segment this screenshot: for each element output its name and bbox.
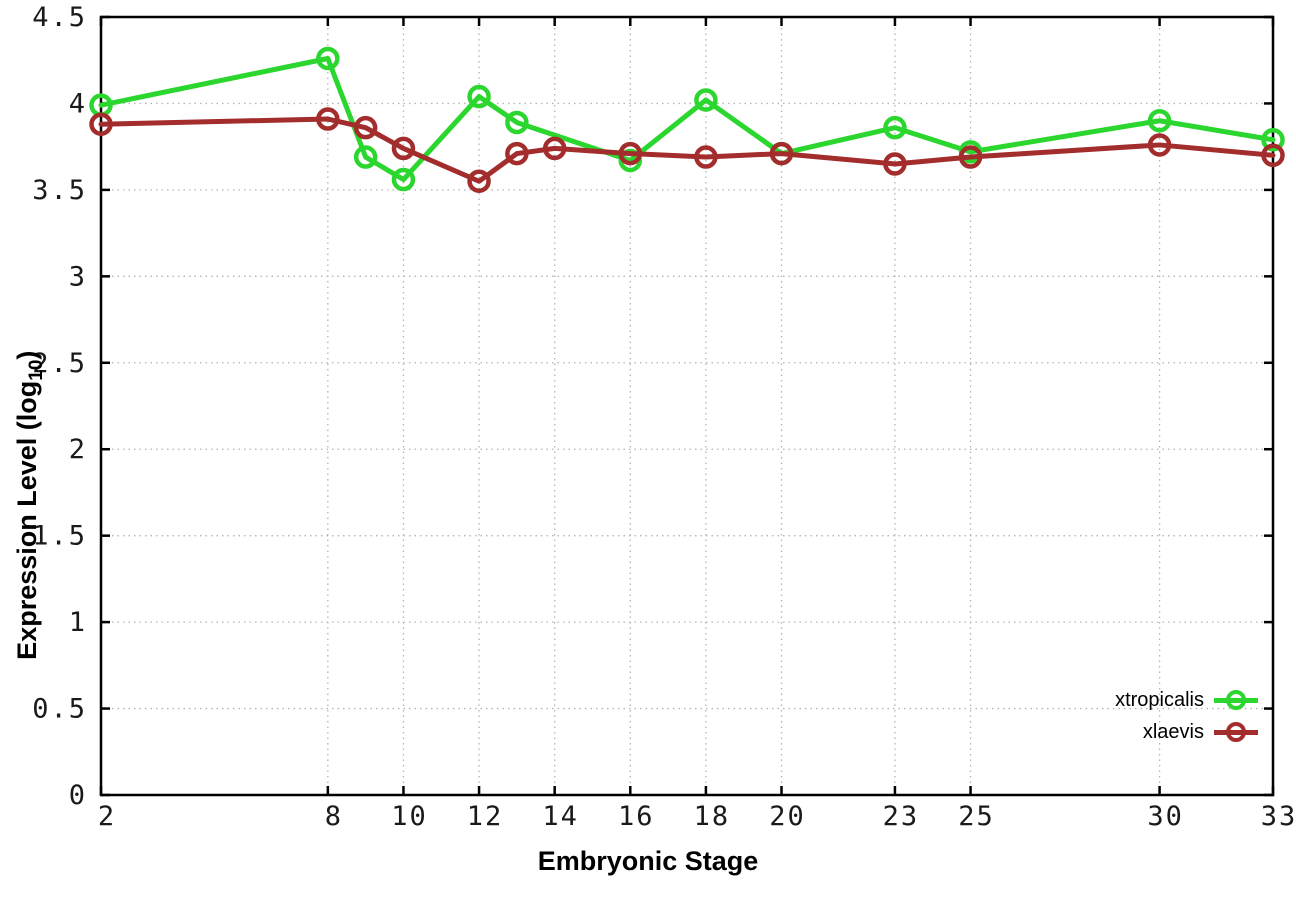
data-point-xtropicalis — [1147, 108, 1172, 133]
y-axis-title-text: Expression Level (log — [11, 380, 42, 660]
x-tick-label: 18 — [694, 801, 731, 832]
x-tick-label: 20 — [769, 801, 806, 832]
y-tick-label: 0.5 — [32, 694, 87, 725]
data-point-xtropicalis — [883, 115, 907, 140]
x-tick-label: 25 — [958, 801, 995, 832]
data-point-xtropicalis — [694, 88, 718, 112]
x-tick-label: 8 — [325, 801, 343, 832]
data-point-xtropicalis — [353, 145, 378, 169]
data-point-xlaevis — [353, 115, 378, 140]
data-point-xlaevis — [505, 141, 529, 166]
y-tick-label: 1.5 — [32, 521, 87, 552]
data-point-xtropicalis — [391, 167, 416, 192]
data-point-xlaevis — [1147, 133, 1172, 157]
legend-label-xlaevis: xlaevis — [1142, 720, 1204, 743]
y-tick-label: 4.5 — [32, 2, 87, 33]
series-line-xtropicalis — [98, 55, 1276, 183]
circle-marker-icon — [1226, 690, 1246, 710]
data-point-xlaevis — [89, 112, 113, 136]
data-point-xlaevis — [391, 136, 416, 161]
legend-sample-xlaevis — [1214, 718, 1258, 746]
y-tick-label: 3 — [69, 261, 87, 292]
data-point-xlaevis — [769, 141, 794, 166]
data-point-xlaevis — [542, 136, 567, 161]
data-point-xlaevis — [958, 145, 983, 169]
legend-entry-xtropicalis: xtropicalis — [1115, 686, 1258, 714]
y-tick-label: 2 — [69, 434, 87, 465]
legend: xtropicalis xlaevis — [1115, 686, 1258, 746]
x-tick-label: 30 — [1147, 801, 1184, 832]
y-tick-label: 2.5 — [32, 348, 87, 379]
data-point-xlaevis — [883, 152, 907, 176]
circle-marker-icon — [1226, 722, 1246, 742]
plot-border — [99, 15, 1275, 797]
legend-entry-xlaevis: xlaevis — [1143, 718, 1258, 746]
y-tick-label: 4 — [69, 88, 87, 119]
series-line-xlaevis — [98, 116, 1276, 184]
y-axis-title-subscript: 10 — [26, 359, 48, 381]
data-point-xlaevis — [1261, 143, 1285, 168]
y-axis-title-suffix: ) — [11, 350, 42, 360]
x-tick-label: 16 — [618, 801, 655, 832]
x-tick-label: 2 — [98, 801, 116, 832]
data-point-xlaevis — [467, 169, 491, 193]
data-point-xlaevis — [618, 141, 643, 166]
y-tick-label: 0 — [69, 780, 87, 811]
x-axis-title: Embryonic Stage — [537, 846, 759, 876]
data-point-xtropicalis — [505, 110, 529, 135]
x-tick-label: 14 — [542, 801, 579, 832]
x-tick-label: 10 — [391, 801, 428, 832]
y-tick-label: 3.5 — [32, 175, 87, 206]
x-tick-label: 33 — [1261, 801, 1296, 832]
legend-label-xtropicalis: xtropicalis — [1115, 688, 1204, 711]
data-point-xtropicalis — [316, 46, 340, 71]
data-point-xlaevis — [694, 145, 718, 169]
data-point-xlaevis — [316, 107, 340, 131]
x-tick-label: 23 — [883, 801, 920, 832]
data-point-xtropicalis — [1261, 128, 1285, 152]
data-point-xtropicalis — [467, 84, 491, 109]
y-axis-title: Expression Level (log10) — [12, 205, 48, 805]
y-tick-label: 1 — [69, 607, 87, 638]
legend-sample-xtropicalis — [1214, 686, 1258, 714]
data-point-xtropicalis — [618, 148, 643, 173]
x-tick-label: 12 — [467, 801, 504, 832]
